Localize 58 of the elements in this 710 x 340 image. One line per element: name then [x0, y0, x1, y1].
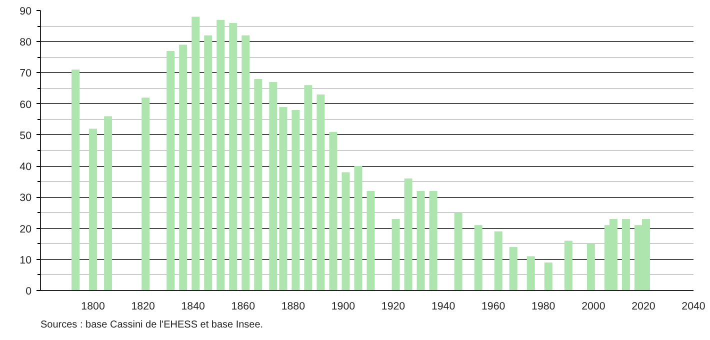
bar: [104, 116, 112, 290]
bar: [509, 246, 518, 290]
bar: [72, 70, 80, 290]
y-tick-label: 10: [20, 254, 32, 266]
bar: [292, 110, 300, 290]
y-tick-label: 40: [20, 161, 32, 174]
y-tick-label: 60: [20, 98, 32, 111]
bar: [204, 35, 212, 290]
bar: [366, 190, 375, 290]
bar: [329, 132, 338, 290]
bar: [416, 190, 425, 290]
bar: [622, 218, 630, 290]
bar: [526, 256, 535, 290]
bar: [279, 106, 288, 290]
x-tick-label: 1880: [281, 300, 306, 312]
bar: [254, 78, 262, 290]
bar: [216, 20, 225, 290]
source-note: Sources : base Cassini de l'EHESS et base Insee.: [40, 320, 264, 330]
x-tick-label: 1920: [381, 300, 406, 312]
y-tick-label: 20: [20, 223, 32, 236]
x-tick-label: 1840: [181, 300, 206, 312]
x-tick-label: 1980: [532, 300, 556, 312]
x-tick-label: 1960: [481, 300, 506, 312]
y-tick-label: 90: [20, 6, 32, 18]
y-tick-label: 0: [26, 286, 32, 298]
x-tick-label: 1800: [81, 300, 105, 312]
x-tick-label: 1940: [431, 300, 456, 312]
bar: [392, 218, 400, 290]
y-tick-label: 30: [20, 192, 32, 204]
bar: [142, 98, 150, 290]
x-tick-label: 1900: [331, 300, 356, 312]
bar: [166, 50, 175, 290]
bar: [544, 262, 552, 290]
bar: [229, 22, 238, 290]
x-tick-label: 1860: [231, 300, 256, 312]
bar: [304, 85, 312, 290]
bar: [354, 166, 362, 290]
bar: [242, 35, 250, 290]
y-tick-label: 80: [20, 36, 32, 49]
bar: [474, 225, 482, 290]
bar: [342, 172, 350, 290]
x-tick-label: 2000: [582, 300, 606, 312]
bar: [564, 240, 572, 290]
y-tick-label: 50: [20, 130, 32, 142]
bar: [404, 178, 412, 290]
bar: [429, 190, 438, 290]
bar: [89, 128, 98, 290]
bar: [316, 94, 325, 290]
x-tick-label: 2020: [632, 300, 656, 312]
bar: [179, 44, 188, 290]
bar: [269, 82, 278, 290]
x-tick-label: 1820: [131, 300, 156, 312]
bar: [586, 244, 595, 290]
x-tick-label: 2040: [682, 300, 706, 312]
bar: [192, 16, 200, 290]
bar: [454, 212, 462, 290]
y-tick-label: 70: [20, 68, 32, 80]
bar: [494, 231, 502, 290]
